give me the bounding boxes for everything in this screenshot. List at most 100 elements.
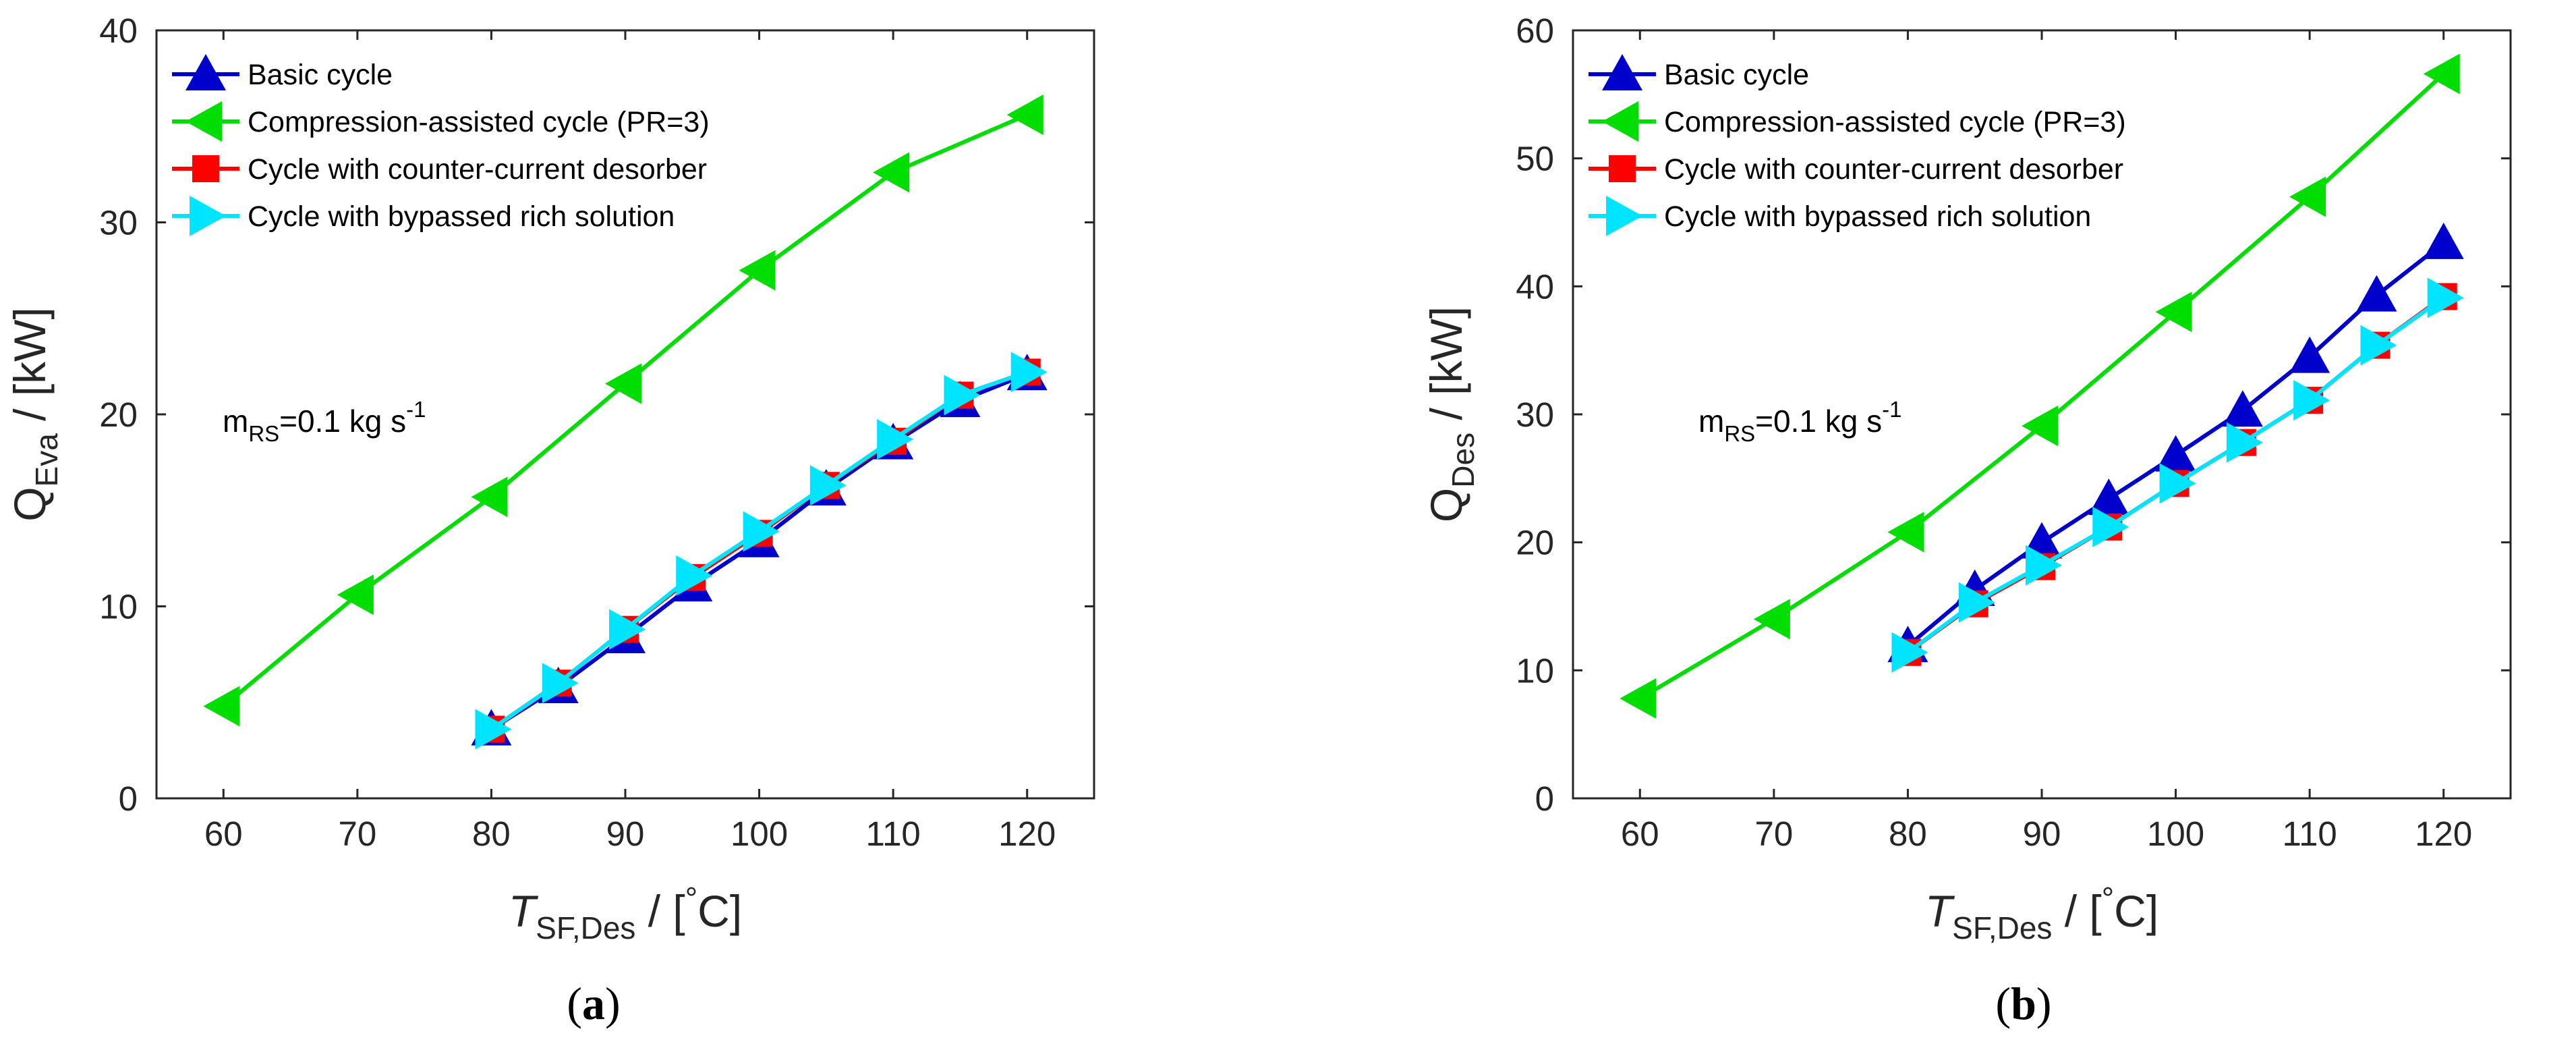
y-tick-label: 50 — [1516, 140, 1554, 178]
legend-label: Cycle with bypassed rich solution — [248, 200, 675, 233]
panel-label-open: ( — [1995, 978, 2011, 1029]
data-point — [743, 511, 780, 552]
x-tick-label: 110 — [865, 815, 920, 853]
y-label-subscript: Eva — [29, 433, 64, 487]
x-tick-label: 70 — [338, 815, 376, 853]
panel-label: (a) — [567, 978, 620, 1029]
data-point — [2289, 336, 2330, 373]
x-tick-label: 80 — [472, 815, 511, 853]
data-point — [2423, 53, 2460, 94]
x-label-units-end: C] — [697, 886, 742, 936]
legend: Basic cycle Compression-assisted cycle (P… — [172, 54, 710, 236]
data-point — [2159, 463, 2196, 504]
chart-panel-b: 60 70 80 90 100 110 120 0 10 20 30 40 50 60 TSF,Des / … — [1421, 11, 2512, 1029]
x-tick-label: 100 — [731, 815, 788, 853]
legend-marker — [1606, 196, 1642, 236]
data-point — [2289, 176, 2326, 217]
data-point — [605, 363, 641, 404]
data-point — [1620, 678, 1657, 719]
y-axis-label: QDes / [kW] — [1421, 306, 1481, 522]
data-point — [203, 686, 240, 727]
data-point — [676, 555, 713, 596]
y-tick-label: 10 — [1516, 651, 1554, 690]
panel-label-letter: b — [2011, 978, 2036, 1029]
y-tick-label: 0 — [1535, 779, 1554, 818]
x-tick-label: 80 — [1889, 815, 1927, 853]
data-point — [809, 465, 847, 506]
legend-label: Cycle with counter-current desorber — [1664, 153, 2123, 186]
x-tick-label: 60 — [1621, 815, 1659, 853]
data-point — [739, 250, 776, 291]
panel-label-close: ) — [605, 978, 621, 1029]
x-tick-label: 100 — [2147, 815, 2204, 853]
data-point — [1887, 512, 1924, 553]
data-point — [877, 418, 914, 460]
y-tick-label: 10 — [99, 588, 138, 626]
data-point — [2155, 292, 2192, 333]
legend-label: Compression-assisted cycle (PR=3) — [248, 106, 710, 138]
data-point — [2356, 275, 2397, 312]
legend-label: Basic cycle — [1664, 59, 1809, 91]
x-label-symbol: T — [1925, 886, 1955, 936]
data-point — [2427, 277, 2464, 319]
x-label-symbol: T — [509, 886, 539, 936]
legend-marker — [1609, 155, 1636, 182]
legend-marker — [192, 155, 219, 182]
y-tick-label: 30 — [1516, 395, 1554, 434]
data-point — [337, 574, 374, 615]
annotation-value: =0.1 kg s — [1755, 404, 1882, 439]
y-tick-label: 60 — [1516, 11, 1554, 50]
x-tick-label: 110 — [2282, 815, 2337, 853]
x-label-subscript: SF,Des — [1952, 910, 2052, 945]
y-tick-label: 0 — [119, 779, 138, 818]
legend: Basic cycle Compression-assisted cycle (P… — [1588, 54, 2126, 236]
data-point — [2022, 406, 2058, 447]
data-point — [609, 609, 646, 650]
x-axis-label: TSF,Des / [°C] — [1925, 881, 2158, 945]
chart-panel-a: 60 70 80 90 100 110 120 0 10 20 30 40 TSF,Des / [°C]… — [5, 11, 1095, 1029]
annotation-symbol: m — [1698, 404, 1724, 439]
y-label-subscript: Des — [1446, 433, 1481, 488]
x-label-subscript: SF,Des — [536, 910, 635, 945]
y-label-symbol: Q — [1421, 488, 1471, 522]
y-tick-label: 30 — [99, 204, 138, 242]
legend-marker — [1602, 54, 1642, 90]
legend-marker — [185, 54, 226, 90]
y-tick-label: 40 — [99, 11, 138, 50]
data-point — [2423, 222, 2464, 259]
series-1 — [203, 94, 1043, 727]
flow-annotation: mRS=0.1 kg s-1 — [223, 397, 426, 446]
annotation-value: =0.1 kg s — [279, 404, 406, 439]
data-point — [1753, 599, 1790, 640]
data-point — [542, 663, 579, 704]
x-label-degree: ° — [2102, 881, 2114, 916]
panel-label-letter: a — [582, 978, 605, 1029]
legend-label: Cycle with counter-current desorber — [248, 153, 707, 186]
legend-marker — [1602, 101, 1638, 142]
x-tick-label: 90 — [606, 815, 645, 853]
x-tick-label: 60 — [204, 815, 243, 853]
data-point — [944, 375, 981, 416]
flow-annotation: mRS=0.1 kg s-1 — [1698, 397, 1901, 446]
panel-label: (b) — [1995, 978, 2051, 1029]
x-label-units: / [ — [635, 886, 685, 936]
y-tick-label: 20 — [1516, 524, 1554, 562]
panel-label-close: ) — [2036, 978, 2052, 1029]
panel-label-open: ( — [567, 978, 582, 1029]
y-label-units: / [kW] — [5, 307, 55, 433]
y-label-units: / [kW] — [1421, 306, 1471, 433]
data-point — [2026, 545, 2062, 586]
data-point — [2360, 325, 2397, 366]
legend-marker — [185, 101, 222, 142]
annotation-subscript: RS — [1724, 421, 1755, 446]
legend-label: Basic cycle — [248, 59, 393, 91]
x-tick-label: 90 — [2023, 815, 2061, 853]
series-3 — [475, 352, 1048, 750]
annotation-superscript: -1 — [406, 397, 426, 422]
x-label-units-end: C] — [2114, 886, 2158, 936]
data-point — [2155, 435, 2196, 472]
x-tick-label: 120 — [998, 815, 1056, 853]
data-point — [2088, 478, 2129, 516]
y-label-symbol: Q — [5, 487, 55, 521]
